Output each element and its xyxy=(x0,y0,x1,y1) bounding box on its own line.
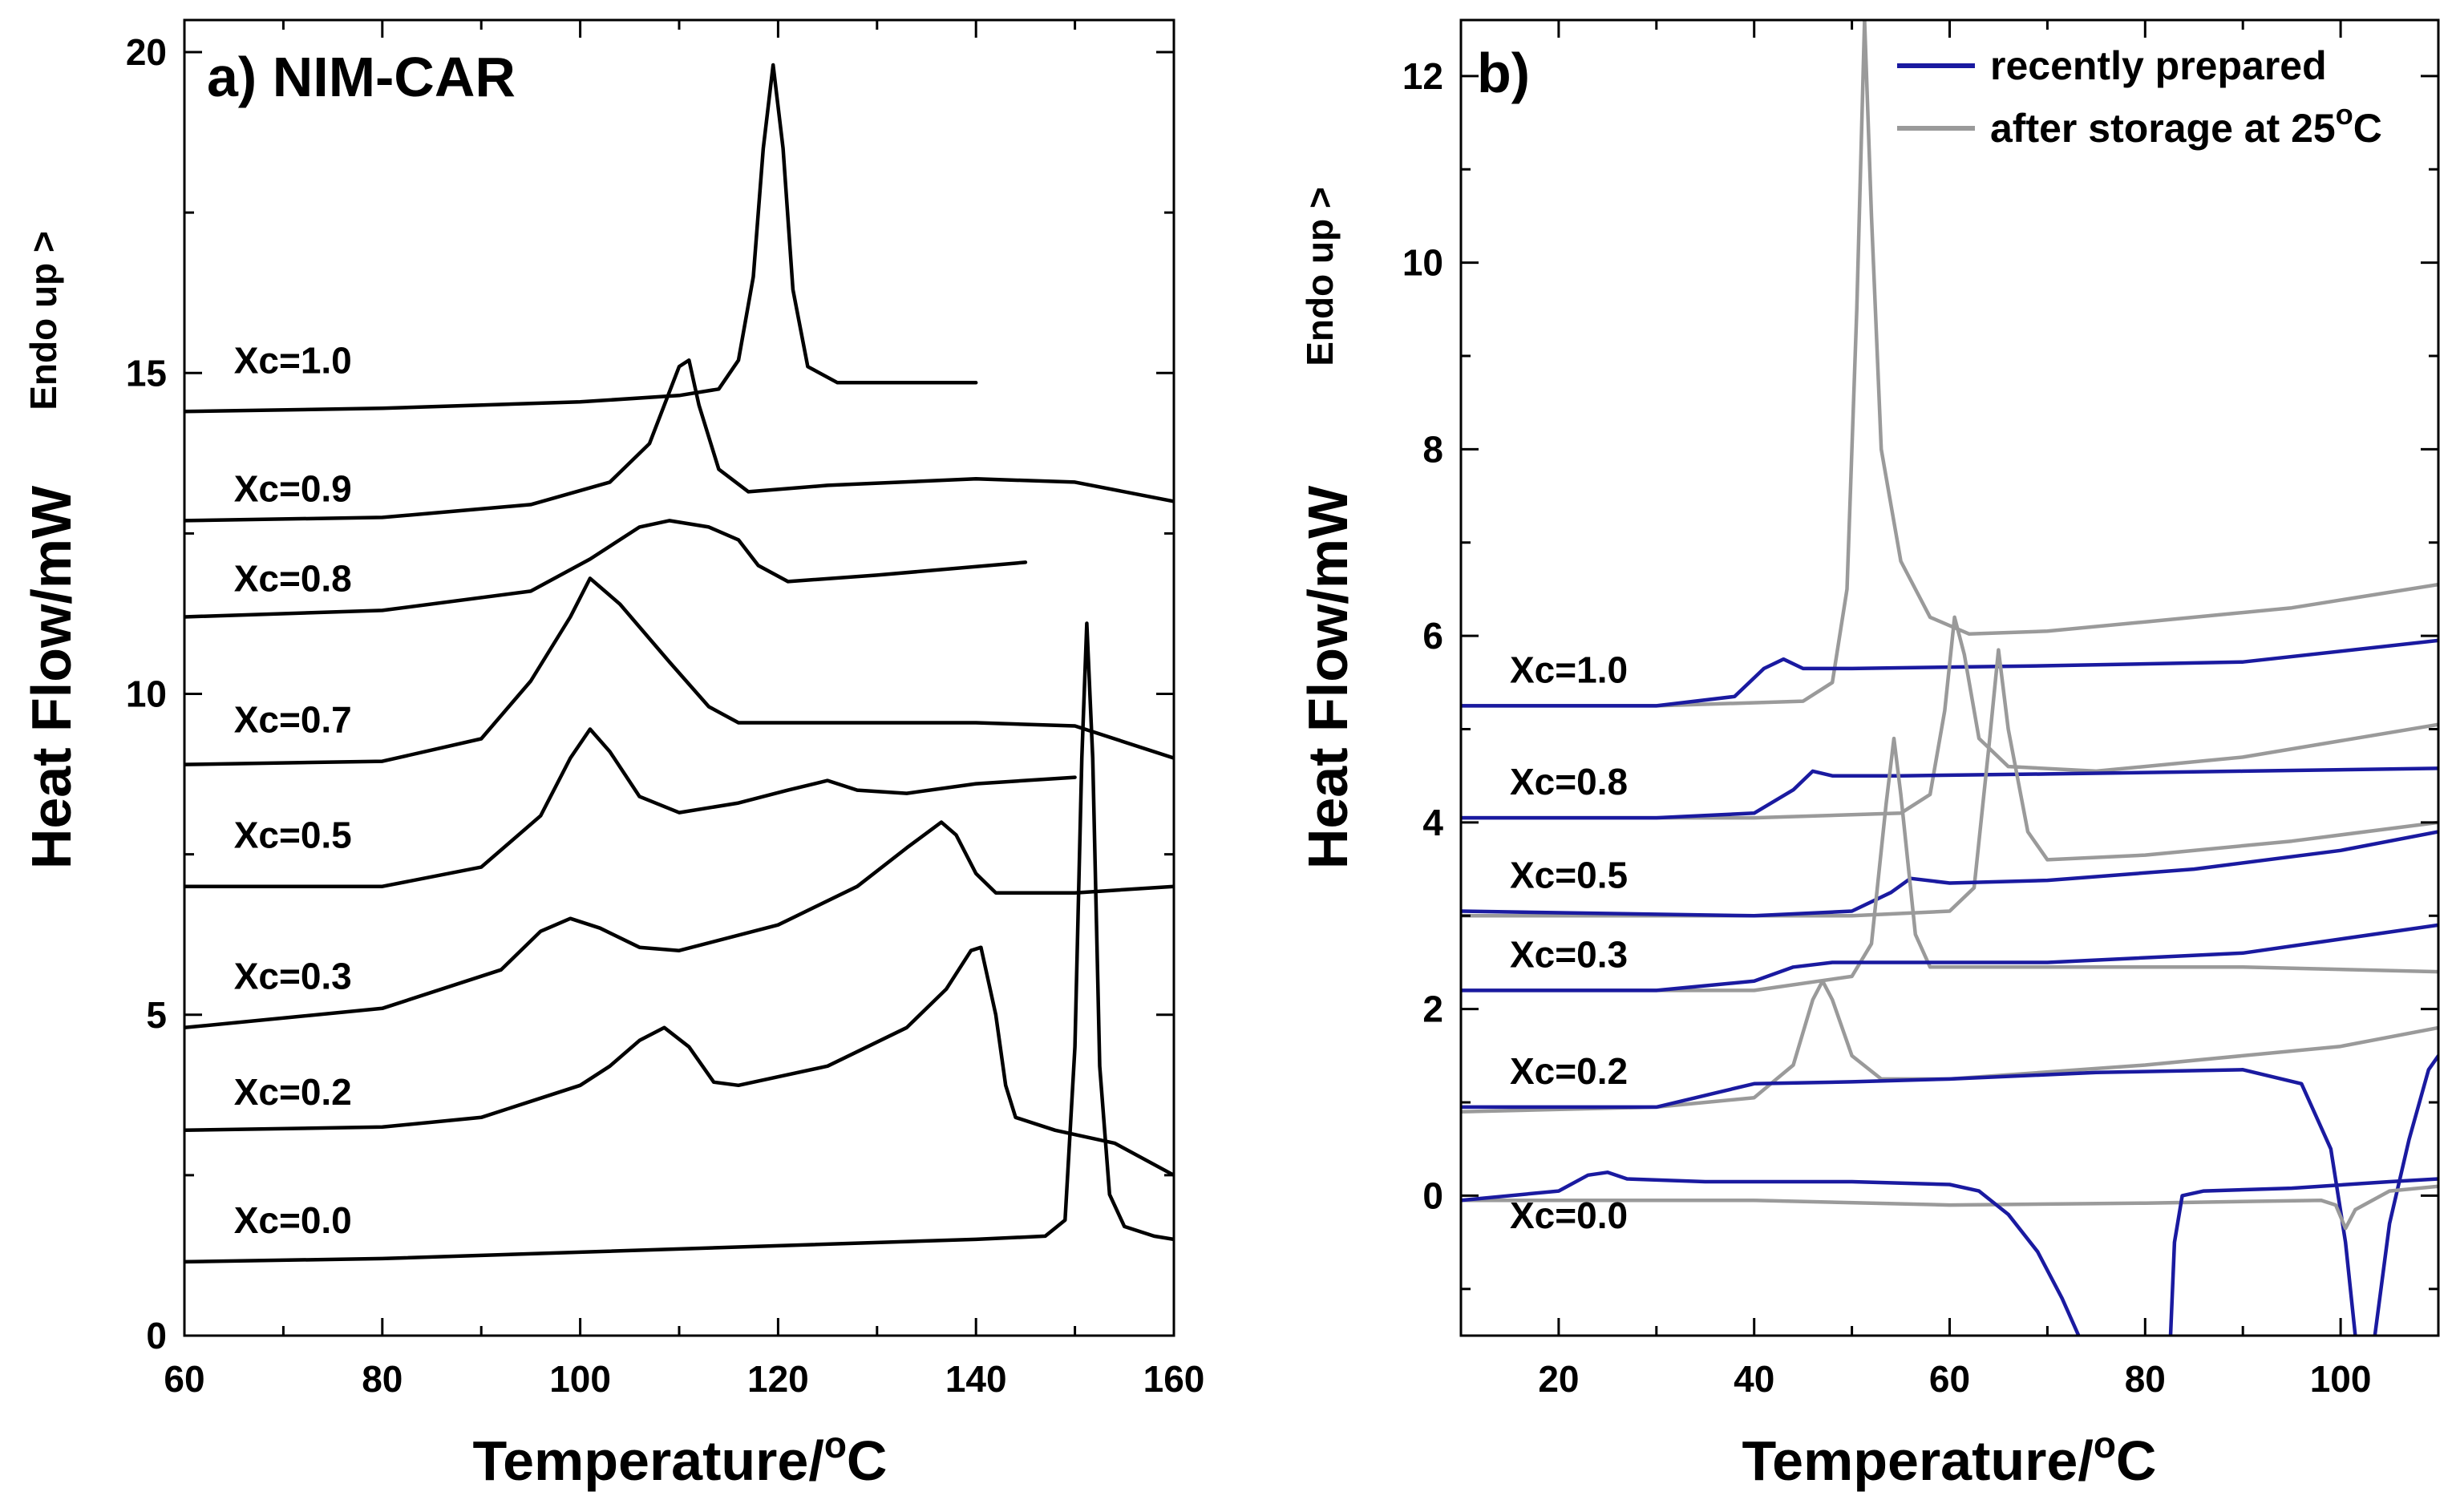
curve-label-a-xc-1-0: Xc=1.0 xyxy=(234,339,352,381)
y-tick-label-b-4: 4 xyxy=(1422,802,1443,843)
panel-a-degree-symbol: o xyxy=(824,1424,847,1466)
panel-b-title: b) xyxy=(1477,42,1530,104)
x-tick-label-b-20: 20 xyxy=(1538,1358,1579,1400)
panel-a-x-axis-title: Temperature/oC xyxy=(473,1424,888,1492)
series-line-b-xc-0-0-recently-prepared-recovery xyxy=(2168,1177,2438,1336)
legend-label-after-storage-unit: C xyxy=(2353,106,2382,151)
x-tick-label-b-40: 40 xyxy=(1734,1358,1774,1400)
panel-b-endo-up-note: Endo up > xyxy=(1299,187,1341,366)
panel-a-x-ticks: 60 80 100 120 140 160 xyxy=(164,20,1204,1400)
x-tick-label-b-80: 80 xyxy=(2125,1358,2166,1400)
y-tick-label-a-5: 5 xyxy=(146,994,167,1036)
series-line-b-xc-0-2-after-storage xyxy=(1461,979,2438,1114)
series-line-b-xc-0-0-after-storage xyxy=(1461,1184,2438,1231)
series-line-a-xc-1-0 xyxy=(184,63,978,414)
series-line-b-xc-0-2-recently-prepared xyxy=(1461,1068,2357,1336)
curve-label-a-xc-0-3: Xc=0.3 xyxy=(234,956,352,997)
panel-a-y-axis-title: Heat Flow/mW xyxy=(20,486,83,869)
series-line-a-xc-0-8 xyxy=(184,519,1028,619)
curve-label-b-xc-0-5: Xc=0.5 xyxy=(1510,854,1628,895)
curve-label-b-xc-0-2: Xc=0.2 xyxy=(1510,1050,1628,1092)
x-tick-label-a-120: 120 xyxy=(747,1358,809,1400)
series-line-b-xc-0-2-recently-prepared-upturn xyxy=(2373,1053,2438,1336)
series-line-b-xc-0-0-recently-prepared xyxy=(1461,1170,2081,1336)
curve-label-a-xc-0-0: Xc=0.0 xyxy=(234,1199,352,1241)
legend-label-recently-prepared: recently prepared xyxy=(1990,43,2327,88)
panel-a-plot-frame xyxy=(183,18,1175,1337)
curve-label-a-xc-0-2: Xc=0.2 xyxy=(234,1071,352,1113)
panel-a-title: a) NIM-CAR xyxy=(207,46,516,108)
series-line-a-xc-0-0 xyxy=(184,621,1174,1264)
legend-degree-symbol: o xyxy=(2336,98,2353,131)
panel-a-y-ticks: 0 5 10 15 20 xyxy=(126,31,1174,1356)
panel-a-curves xyxy=(184,63,1174,1264)
panel-a-x-axis-title-text: Temperature/ xyxy=(473,1429,824,1492)
series-line-b-xc-0-8-after-storage xyxy=(1461,615,2438,820)
series-line-a-xc-0-5 xyxy=(184,727,1077,888)
y-tick-label-b-10: 10 xyxy=(1402,242,1443,284)
series-line-b-xc-0-8-recently-prepared xyxy=(1461,766,2438,820)
curve-label-a-xc-0-8: Xc=0.8 xyxy=(234,557,352,599)
curve-label-a-xc-0-9: Xc=0.9 xyxy=(234,467,352,509)
panel-b-curves xyxy=(1461,20,2438,1336)
x-tick-label-b-60: 60 xyxy=(1929,1358,1970,1400)
panel-b-y-ticks: 0 2 4 6 8 10 12 xyxy=(1402,55,2438,1291)
panel-a: Xc=1.0 Xc=0.9 Xc=0.8 Xc=0.7 Xc=0.5 Xc=0.3 Xc=0… xyxy=(20,18,1204,1492)
y-tick-label-b-8: 8 xyxy=(1422,428,1443,470)
curve-label-b-xc-0-8: Xc=0.8 xyxy=(1510,761,1628,802)
series-line-b-xc-1-0-after-storage xyxy=(1461,20,2438,708)
x-tick-label-a-100: 100 xyxy=(549,1358,611,1400)
legend-label-after-storage: after storage at 25oC xyxy=(1990,98,2382,151)
panel-b-curve-labels: Xc=1.0 Xc=0.8 Xc=0.5 Xc=0.3 Xc=0.2 Xc=0.0 xyxy=(1510,649,1628,1236)
x-tick-label-a-80: 80 xyxy=(362,1358,403,1400)
y-tick-label-b-2: 2 xyxy=(1422,988,1443,1030)
panel-b: Xc=1.0Xc=0.8Xc=0.5Xc=0.3Xc=0.2Xc=0.0 20 4… xyxy=(1297,18,2440,1492)
curve-label-b-xc-0-0: Xc=0.0 xyxy=(1510,1195,1628,1236)
y-tick-label-a-20: 20 xyxy=(126,31,167,73)
panel-b-x-ticks: 20 40 60 80 100 xyxy=(1459,20,2440,1400)
series-line-b-xc-1-0-recently-prepared xyxy=(1461,638,2438,708)
legend-label-after-storage-text: after storage at 25 xyxy=(1990,106,2336,151)
panel-b-legend: recently prepared after storage at 25oC xyxy=(1897,43,2382,151)
panel-b-x-axis-title-text: Temperature/ xyxy=(1742,1429,2094,1492)
y-tick-label-b-6: 6 xyxy=(1422,615,1443,657)
curve-label-b-xc-0-3: Xc=0.3 xyxy=(1510,933,1628,975)
curve-label-b-xc-1-0: Xc=1.0 xyxy=(1510,649,1628,690)
series-line-a-xc-0-9 xyxy=(184,358,1174,523)
y-tick-label-b-12: 12 xyxy=(1402,55,1443,97)
x-tick-label-a-60: 60 xyxy=(164,1358,204,1400)
x-tick-label-a-160: 160 xyxy=(1143,1358,1205,1400)
series-line-b-xc-0-5-after-storage xyxy=(1461,648,2438,918)
curve-label-a-xc-0-5: Xc=0.5 xyxy=(234,815,352,856)
panel-b-y-axis-title: Heat Flow/mW xyxy=(1297,486,1359,869)
panel-a-curve-labels: Xc=1.0 Xc=0.9 Xc=0.8 Xc=0.7 Xc=0.5 Xc=0.3 Xc=0… xyxy=(234,339,352,1241)
y-tick-label-a-15: 15 xyxy=(126,352,167,394)
series-line-b-xc-0-3-recently-prepared xyxy=(1461,923,2438,993)
panel-b-x-axis-title: Temperature/oC xyxy=(1742,1424,2157,1492)
series-line-a-xc-0-2 xyxy=(184,945,1174,1178)
x-tick-label-b-100: 100 xyxy=(2310,1358,2372,1400)
x-tick-label-a-140: 140 xyxy=(945,1358,1007,1400)
series-line-b-xc-0-3-after-storage xyxy=(1461,736,2438,993)
series-line-a-xc-0-7 xyxy=(184,576,1174,766)
y-tick-label-b-0: 0 xyxy=(1422,1174,1443,1216)
panel-b-x-axis-unit: C xyxy=(2116,1429,2157,1492)
y-tick-label-a-0: 0 xyxy=(146,1315,167,1356)
panel-a-x-axis-unit: C xyxy=(847,1429,888,1492)
panel-a-endo-up-note: Endo up > xyxy=(22,231,64,410)
y-tick-label-a-10: 10 xyxy=(126,673,167,715)
series-line-b-xc-0-5-recently-prepared xyxy=(1461,830,2438,918)
series-line-a-xc-0-3 xyxy=(184,820,1174,1030)
panel-b-degree-symbol: o xyxy=(2094,1424,2116,1466)
curve-label-a-xc-0-7: Xc=0.7 xyxy=(234,699,352,741)
